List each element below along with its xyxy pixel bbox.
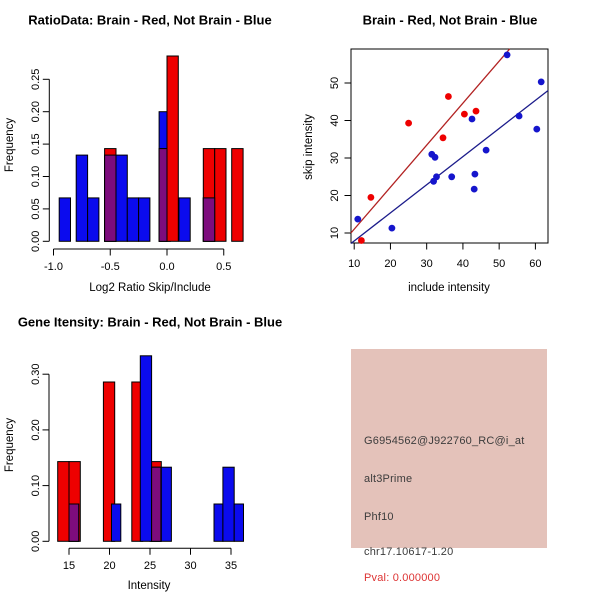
- y-tick-label: 0.30: [30, 363, 42, 384]
- x-tick-label: 30: [421, 258, 433, 270]
- y-tick-label: 0.25: [30, 69, 42, 90]
- scatter-point-not-brain: [515, 112, 523, 120]
- gene-intensity-histogram-panel: 15 20 25 30 35 0.00 0.10 0.20 0.30 Gene Itensity:…: [4, 314, 282, 592]
- scatter-point-not-brain: [533, 125, 541, 133]
- x-axis-label: Intensity: [128, 580, 171, 592]
- hist-bar-not-brain: [222, 466, 235, 542]
- scatter-point-not-brain: [470, 185, 478, 193]
- hist-bar-brain: [166, 55, 179, 242]
- hist-bar-overlap: [158, 148, 168, 242]
- y-tick-label: 10: [329, 227, 341, 239]
- x-tick-label: 60: [529, 258, 541, 270]
- y-tick-label: 0.20: [30, 419, 42, 440]
- y-tick-label: 30: [329, 152, 341, 164]
- scatter-point-not-brain: [388, 224, 396, 232]
- hist-bar-not-brain: [178, 197, 191, 242]
- splice-type-text: alt3Prime: [364, 473, 413, 485]
- x-tick-label: 30: [184, 560, 196, 572]
- y-tick-label: 0.15: [30, 133, 42, 154]
- x-tick-label: -0.5: [101, 261, 120, 273]
- gene-name-text: Phf10: [364, 511, 394, 523]
- hist-bar-not-brain: [160, 466, 172, 542]
- x-tick-label: 50: [493, 258, 505, 270]
- y-axis-label: Frequency: [4, 418, 16, 473]
- y-tick-label: 0.00: [30, 531, 42, 552]
- hist-bar-overlap: [151, 466, 162, 542]
- y-tick-label: 0.10: [30, 166, 42, 187]
- y-tick-label: 50: [329, 77, 341, 89]
- scatter-point-brain: [358, 237, 365, 244]
- scatter-point-brain: [439, 134, 447, 142]
- chart-title: RatioData: Brain - Red, Not Brain - Blue: [28, 12, 271, 27]
- x-tick-label: 0.5: [216, 261, 231, 273]
- y-tick-label: 0.00: [30, 231, 42, 252]
- x-tick-label: 0.0: [159, 261, 174, 273]
- scatter-point-brain: [472, 107, 480, 115]
- hist-bar-overlap: [202, 197, 216, 242]
- hist-bar-not-brain: [213, 503, 224, 542]
- hist-bar-not-brain: [233, 503, 244, 542]
- pval-text: Pval: 0.000000: [364, 572, 441, 584]
- chart-title: Gene Itensity: Brain - Red, Not Brain - …: [18, 314, 282, 329]
- hist-bar-not-brain: [115, 154, 128, 242]
- probe-id-text: G6954562@J922760_RC@i_at: [364, 435, 525, 447]
- scatter-point-not-brain: [431, 153, 439, 161]
- info-box: G6954562@J922760_RC@i_at alt3Prime Phf10…: [351, 349, 547, 584]
- hist-bar-not-brain: [126, 197, 140, 242]
- x-tick-label: 10: [348, 258, 360, 270]
- x-tick-label: 40: [457, 258, 469, 270]
- scatter-point-not-brain: [471, 170, 479, 178]
- fit-line-not-brain-fit: [350, 89, 549, 245]
- x-axis-label: include intensity: [408, 282, 490, 294]
- x-tick-label: 20: [103, 560, 115, 572]
- hist-bar-brain: [102, 381, 116, 542]
- y-tick-label: 20: [329, 189, 341, 201]
- scatter-point-brain: [405, 119, 412, 127]
- scatter-point-brain: [461, 110, 468, 118]
- scatter-point-not-brain: [482, 146, 490, 154]
- hist-bar-brain: [57, 461, 70, 542]
- y-tick-label: 0.20: [30, 101, 42, 122]
- x-tick-label: 15: [63, 560, 75, 572]
- scatter-point-not-brain: [468, 115, 476, 123]
- hist-bar-overlap: [104, 154, 117, 242]
- y-axis-label: skip intensity: [303, 114, 315, 180]
- x-tick-label: 20: [384, 258, 396, 270]
- ratio-histogram-panel: -1.0 -0.5 0.0 0.5 0.00 0.05 0.10 0.15 0.20 0.25 Ra…: [4, 12, 272, 294]
- hist-bar-brain: [214, 148, 227, 242]
- hist-bar-brain: [231, 148, 244, 242]
- hist-bar-not-brain: [139, 355, 153, 542]
- x-axis-label: Log2 Ratio Skip/Include: [89, 282, 210, 294]
- x-tick-label: -1.0: [44, 261, 63, 273]
- fit-line-brain-fit: [350, 48, 511, 234]
- x-tick-label: 35: [225, 560, 237, 572]
- scatter-point-not-brain: [433, 173, 440, 181]
- y-tick-label: 0.10: [30, 475, 42, 496]
- plot-box: [350, 48, 549, 244]
- scatter-point-not-brain: [448, 173, 456, 181]
- hist-bar-not-brain: [87, 197, 100, 242]
- scatter-point-not-brain: [503, 51, 511, 59]
- hist-bar-not-brain: [75, 154, 89, 242]
- scatter-point-brain: [367, 194, 375, 201]
- hist-bar-overlap: [68, 503, 80, 542]
- scatter-point-not-brain: [354, 215, 362, 223]
- genomic-location-text: chr17.10617-1.20: [364, 546, 454, 558]
- x-tick-label: 25: [144, 560, 156, 572]
- intensity-scatter-panel: 10 20 30 40 50 60 10 20 30 40 50 Brain - Red, Not B…: [303, 12, 549, 294]
- hist-bar-not-brain: [138, 197, 151, 242]
- scatter-point-not-brain: [537, 78, 545, 86]
- y-tick-label: 0.05: [30, 198, 42, 219]
- gene-info-panel: G6954562@J922760_RC@i_at alt3Prime Phf10…: [300, 300, 600, 600]
- y-axis-label: Frequency: [4, 118, 16, 173]
- scatter-point-brain: [445, 93, 452, 100]
- y-tick-label: 40: [329, 114, 341, 126]
- hist-bar-not-brain: [111, 503, 122, 542]
- hist-bar-not-brain: [58, 197, 72, 242]
- chart-title: Brain - Red, Not Brain - Blue: [363, 12, 538, 27]
